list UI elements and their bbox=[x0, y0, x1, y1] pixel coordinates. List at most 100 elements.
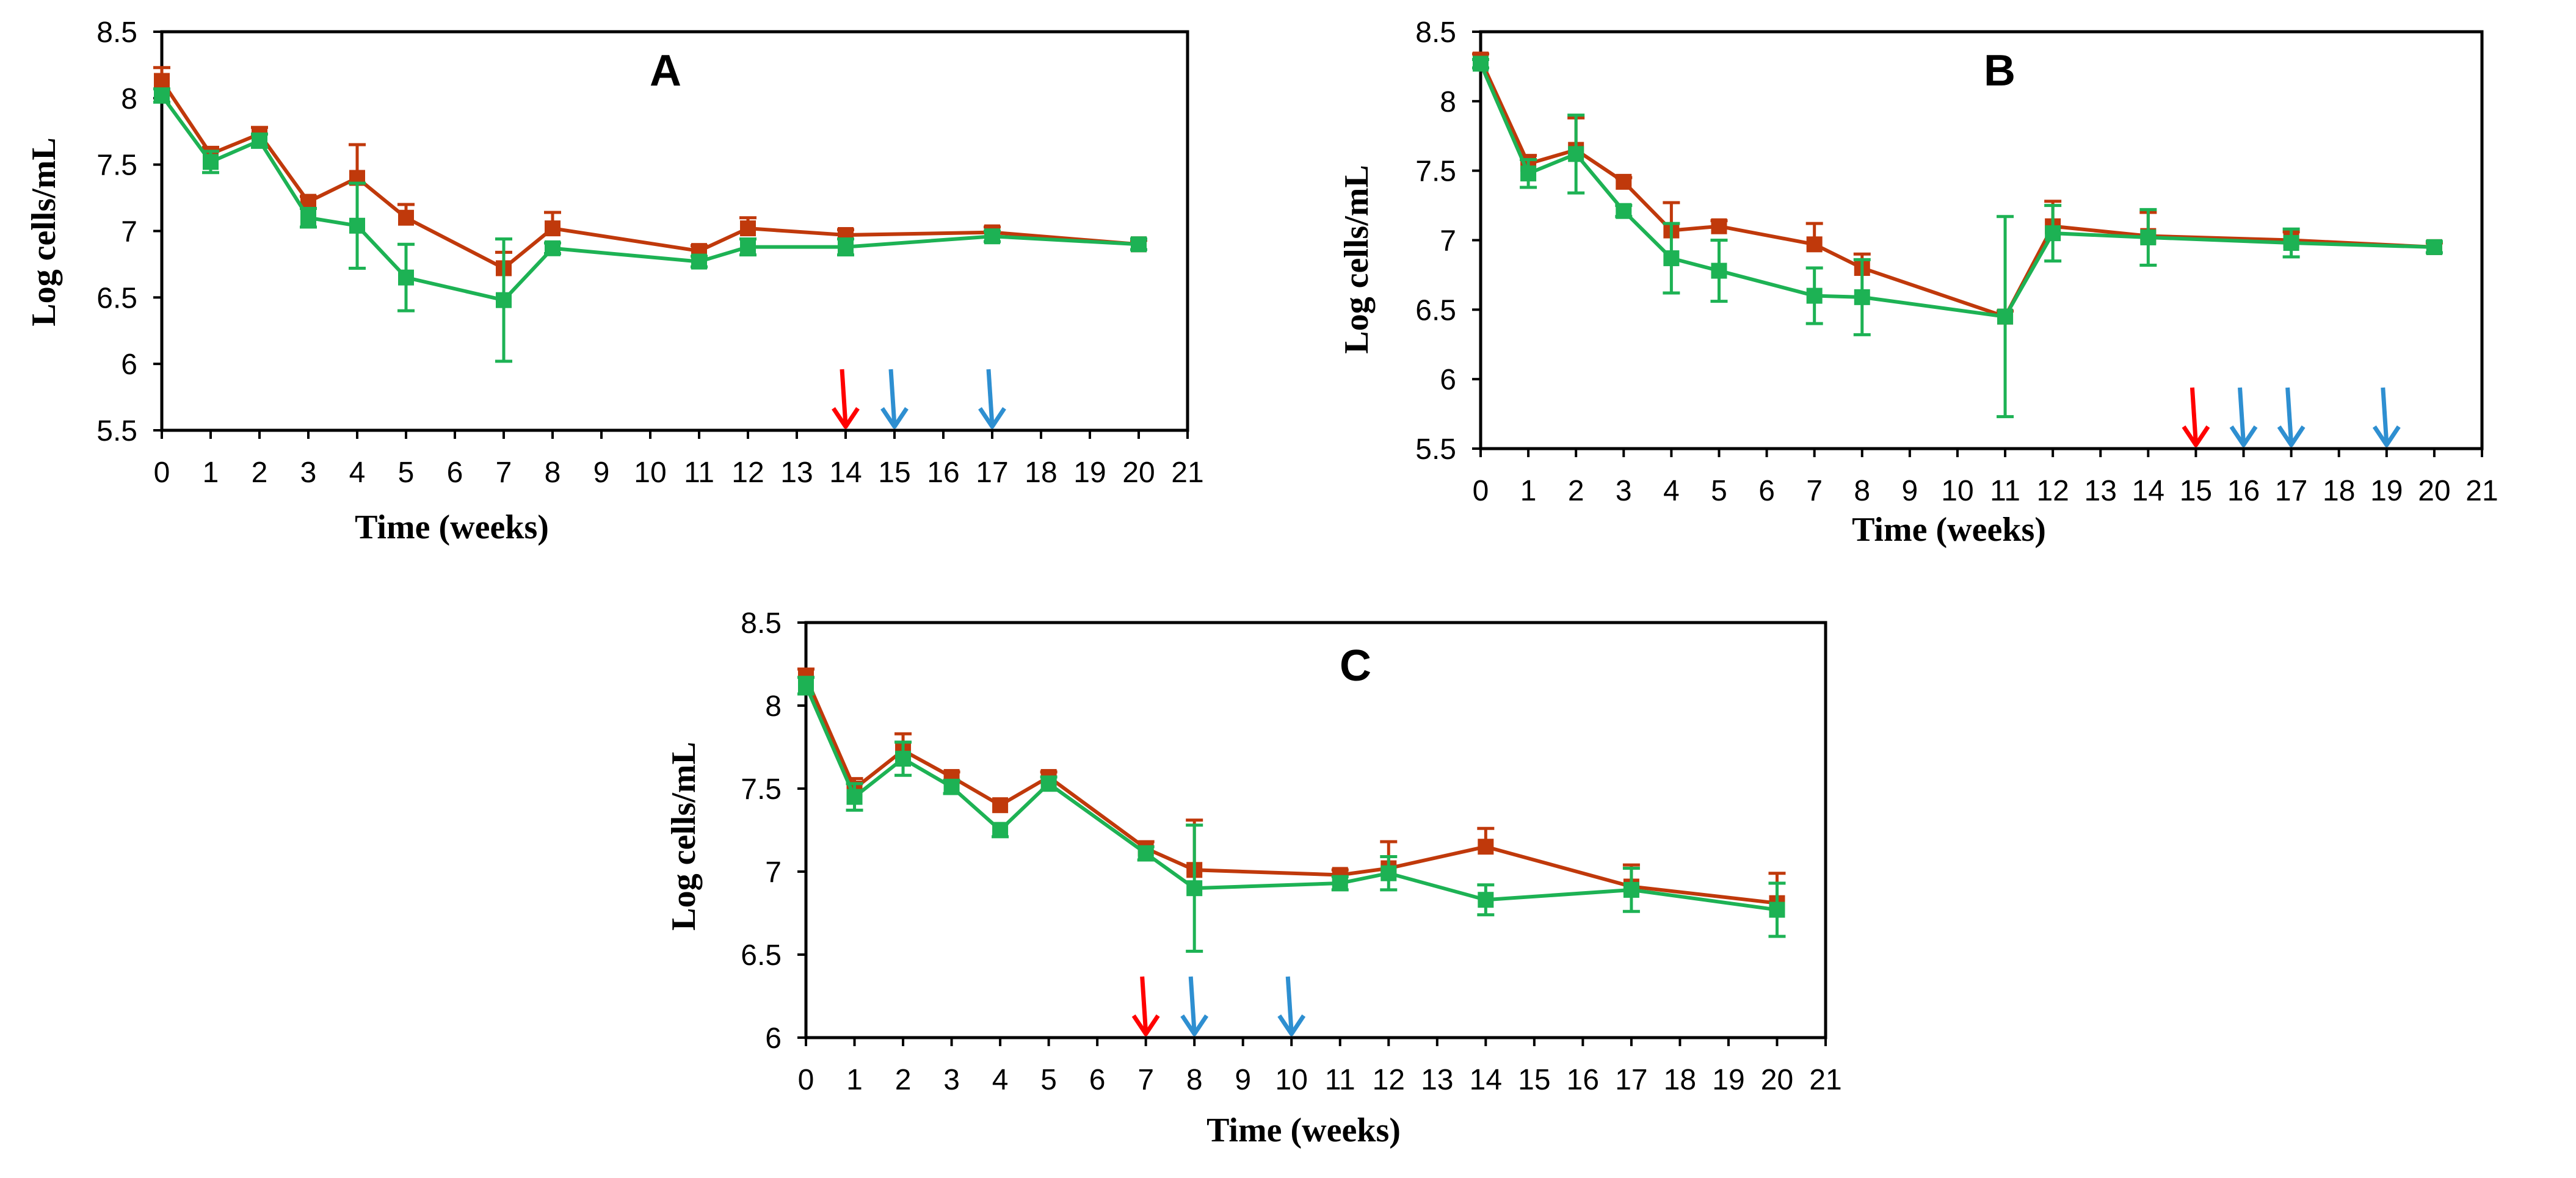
panel-c-x-tick-label: 8 bbox=[1186, 1064, 1203, 1096]
panel-c-series bbox=[797, 667, 1786, 953]
panel-c-x-tick-label: 13 bbox=[1421, 1064, 1453, 1096]
panel-b-y-tick-label: 8 bbox=[1440, 86, 1456, 118]
panel-b-x-tick-label: 10 bbox=[1941, 475, 1973, 507]
panel-c-x-tick-label: 3 bbox=[943, 1064, 960, 1096]
panel-c-series-green-marker bbox=[943, 779, 960, 795]
panel-b-arrow bbox=[2182, 387, 2210, 447]
panel-c-x-tick-label: 18 bbox=[1664, 1064, 1696, 1096]
panel-a-series-green-marker bbox=[1131, 236, 1147, 253]
panel-b-arrow-shaft bbox=[2238, 387, 2246, 444]
panel-a-y-tick-label: 7.5 bbox=[96, 150, 137, 182]
panel-a-arrow bbox=[832, 369, 860, 429]
panel-b-x-tick-label: 8 bbox=[1854, 475, 1870, 507]
panel-a-series-red-marker bbox=[154, 73, 170, 89]
panel-b-arrow bbox=[2277, 387, 2306, 447]
panel-b-x-tick-label: 14 bbox=[2132, 475, 2164, 507]
panel-c-x-tick-label: 12 bbox=[1373, 1064, 1405, 1096]
panel-c-series-green-marker bbox=[798, 678, 814, 694]
panel-a-x-tick-label: 12 bbox=[731, 457, 764, 489]
panel-a-x-tick-label: 14 bbox=[829, 457, 862, 489]
panel-a-series-green-marker bbox=[740, 239, 756, 255]
panel-c-series-green-marker bbox=[846, 789, 863, 805]
panel-b-series-green-marker bbox=[1997, 308, 2014, 325]
panel-a-series-green-marker bbox=[154, 87, 170, 104]
panel-c-letter: C bbox=[1340, 641, 1371, 690]
panel-a-x-tick-label: 9 bbox=[593, 457, 610, 489]
panel-a-x-tick-label: 15 bbox=[878, 457, 910, 489]
panel-c-y-tick-label: 8.5 bbox=[741, 607, 782, 640]
panel-c-x-tick-label: 16 bbox=[1567, 1064, 1599, 1096]
panel-c-x-tick-label: 9 bbox=[1235, 1064, 1251, 1096]
panel-b-arrow bbox=[2229, 387, 2258, 447]
panel-c-y-tick-label: 8 bbox=[765, 690, 782, 723]
panel-a-x-tick-label: 8 bbox=[545, 457, 561, 489]
panel-a-ticks: 0 1 2 3 4 5 6 7 8 9 10 11 12 13 14 15 16 17 18 19 20 215.566.… bbox=[96, 16, 1203, 489]
panel-c-arrow-shaft bbox=[1188, 976, 1197, 1033]
panel-c-y-tick-label: 6.5 bbox=[741, 939, 782, 972]
panel-b-series-green-marker bbox=[1568, 146, 1584, 162]
panel-b-x-tick-label: 17 bbox=[2275, 475, 2307, 507]
panel-a-arrow bbox=[880, 369, 909, 429]
panel-a-series-red-marker bbox=[398, 209, 414, 226]
panel-b-x-tick-label: 18 bbox=[2323, 475, 2355, 507]
panel-c-arrow bbox=[1180, 976, 1209, 1036]
panel-c-series-green-marker bbox=[1381, 865, 1397, 881]
panel-c-x-tick-label: 10 bbox=[1275, 1064, 1308, 1096]
panel-c-x-tick-label: 7 bbox=[1137, 1064, 1154, 1096]
panel-a-x-tick-label: 10 bbox=[634, 457, 666, 489]
panel-a-series bbox=[153, 66, 1147, 363]
panel-a-x-tick-label: 0 bbox=[154, 457, 170, 489]
panel-c-x-tick-label: 14 bbox=[1470, 1064, 1502, 1096]
panel-b-x-tick-label: 5 bbox=[1711, 475, 1727, 507]
panel-b-x-tick-label: 11 bbox=[1990, 475, 2020, 507]
panel-b-x-tick-label: 13 bbox=[2084, 475, 2117, 507]
panel-b-arrow-head bbox=[2229, 425, 2258, 447]
panel-b-series-green-marker bbox=[2045, 225, 2061, 242]
panel-b-x-tick-label: 15 bbox=[2180, 475, 2212, 507]
panel-a-series-green-marker bbox=[203, 154, 219, 170]
panel-a-series-green-marker bbox=[349, 217, 365, 234]
panel-c-axes bbox=[804, 621, 1827, 1039]
panel-b-series-green-marker bbox=[1663, 250, 1680, 267]
panel-a-series-green-marker bbox=[496, 292, 512, 308]
panel-a-series-red-marker bbox=[545, 220, 561, 237]
panel-b-y-tick-label: 6.5 bbox=[1415, 294, 1456, 327]
panel-b-series bbox=[1472, 51, 2443, 419]
panel-c-x-tick-label: 4 bbox=[992, 1064, 1009, 1096]
panel-a-x-tick-label: 21 bbox=[1171, 457, 1203, 489]
panel-b-arrow-shaft bbox=[2381, 387, 2389, 444]
panel-a-series-green bbox=[153, 87, 1147, 363]
panel-b-x-tick-label: 21 bbox=[2465, 475, 2498, 507]
panel-a-series-green-marker bbox=[838, 239, 854, 255]
panel-b-x-tick-label: 2 bbox=[1568, 475, 1584, 507]
panel-c-plot-frame bbox=[804, 621, 1827, 1039]
panel-c-x-tick-label: 20 bbox=[1761, 1064, 1793, 1096]
panel-b-y-tick-label: 6 bbox=[1440, 364, 1456, 396]
panel-a-x-tick-label: 1 bbox=[203, 457, 219, 489]
panel-b-y-tick-label: 7.5 bbox=[1415, 156, 1456, 188]
panel-b-arrow-head bbox=[2182, 425, 2210, 447]
panel-a-y-tick-label: 8.5 bbox=[96, 16, 137, 49]
panel-c-arrow-head bbox=[1131, 1014, 1160, 1036]
panel-c-series-green-marker bbox=[1332, 875, 1348, 892]
panel-c-series-green bbox=[797, 676, 1786, 953]
panel-a-series-green-marker bbox=[545, 240, 561, 256]
panel-c-x-tick-label: 0 bbox=[798, 1064, 815, 1096]
panel-a-arrow-shaft bbox=[888, 369, 897, 426]
panel-a-y-tick-label: 8 bbox=[121, 83, 137, 115]
panel-c-x-tick-label: 21 bbox=[1809, 1064, 1841, 1096]
panel-c-arrow bbox=[1277, 976, 1306, 1036]
panel-b-arrows bbox=[2182, 387, 2401, 447]
panel-a-arrow-shaft bbox=[840, 369, 848, 426]
panel-a-arrow-head bbox=[832, 407, 860, 429]
panel-c-x-axis-title: Time (weeks) bbox=[1206, 1111, 1401, 1149]
panel-c-x-tick-label: 17 bbox=[1615, 1064, 1647, 1096]
panel-a-x-tick-label: 20 bbox=[1122, 457, 1155, 489]
panel-c-series-green-marker bbox=[1186, 880, 1203, 897]
panel-c-x-tick-label: 1 bbox=[846, 1064, 863, 1096]
panel-c-y-tick-label: 6 bbox=[765, 1022, 782, 1055]
panel-b-x-tick-label: 0 bbox=[1473, 475, 1489, 507]
panel-c-x-tick-label: 15 bbox=[1518, 1064, 1550, 1096]
panel-a: 0 1 2 3 4 5 6 7 8 9 10 11 12 13 14 15 16 17 18 19 20 215.566.… bbox=[25, 16, 1204, 546]
panel-c: 0 1 2 3 4 5 6 7 8 9 10 11 12 13 14 15 16 17 18 19 20 2166.577… bbox=[665, 607, 1842, 1149]
